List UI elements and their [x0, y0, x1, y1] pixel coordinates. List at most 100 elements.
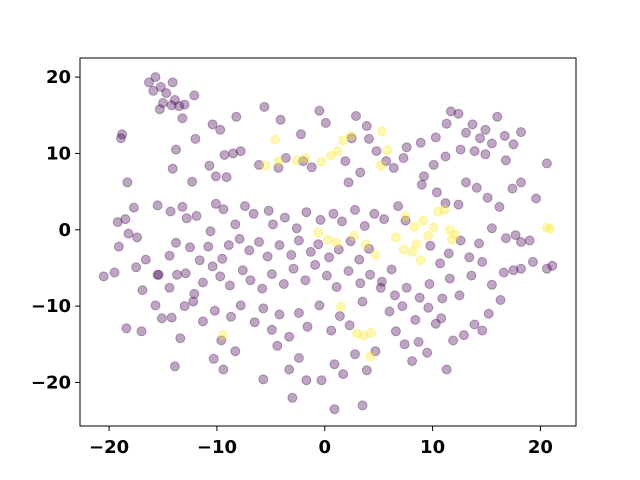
- data-point: [337, 216, 347, 227]
- data-point: [262, 251, 273, 262]
- data-point: [185, 242, 195, 253]
- data-point: [471, 182, 482, 193]
- data-point: [291, 155, 302, 166]
- data-point: [296, 129, 306, 140]
- data-point: [152, 269, 163, 280]
- points-layer: [98, 72, 558, 415]
- data-point: [361, 365, 372, 376]
- data-point: [348, 230, 359, 241]
- data-point: [508, 265, 519, 276]
- data-point: [480, 124, 491, 135]
- data-point: [411, 239, 422, 250]
- data-point: [433, 206, 443, 217]
- data-point: [486, 138, 497, 149]
- data-point: [167, 77, 178, 88]
- data-point: [331, 237, 342, 248]
- data-point: [346, 133, 357, 144]
- data-point: [338, 369, 349, 380]
- x-tick-label: 10: [420, 437, 445, 458]
- data-point: [365, 351, 376, 362]
- data-point: [355, 278, 366, 289]
- data-point: [155, 82, 166, 92]
- data-point: [467, 119, 478, 130]
- data-point: [454, 290, 465, 301]
- data-point: [270, 134, 281, 145]
- data-point: [169, 95, 180, 105]
- data-point: [338, 135, 349, 146]
- data-point: [315, 214, 326, 225]
- data-point: [258, 374, 269, 385]
- data-point: [166, 100, 177, 111]
- data-point: [352, 328, 363, 339]
- data-point: [210, 171, 221, 182]
- data-point: [407, 356, 418, 367]
- data-point: [274, 309, 285, 320]
- data-point: [381, 156, 392, 167]
- data-point: [343, 177, 354, 188]
- data-point: [240, 201, 250, 212]
- data-point: [179, 99, 190, 110]
- data-point: [469, 146, 480, 157]
- data-point: [441, 364, 452, 375]
- data-point: [210, 198, 221, 209]
- y-axis-ticks: −20 −10 0 10 20: [31, 67, 80, 393]
- data-point: [187, 176, 198, 187]
- data-point: [191, 211, 202, 221]
- data-point: [313, 227, 324, 238]
- data-point: [423, 302, 434, 313]
- data-point: [228, 148, 239, 159]
- data-point: [364, 243, 374, 254]
- data-point: [500, 233, 511, 244]
- data-point: [344, 320, 355, 331]
- data-point: [355, 167, 366, 178]
- data-point: [358, 330, 369, 341]
- data-point: [407, 246, 418, 257]
- data-point: [217, 253, 228, 264]
- data-point: [397, 301, 408, 312]
- data-point: [293, 353, 304, 363]
- data-point: [248, 208, 259, 219]
- data-point: [480, 149, 491, 160]
- data-point: [221, 172, 232, 183]
- data-point: [188, 296, 199, 307]
- data-point: [393, 201, 404, 212]
- data-point: [177, 201, 188, 212]
- y-tick-label: 10: [46, 143, 71, 164]
- data-point: [365, 269, 376, 280]
- data-point: [328, 208, 339, 219]
- data-point: [516, 127, 526, 138]
- y-tick-label: −10: [31, 296, 71, 317]
- data-point: [340, 156, 351, 167]
- data-point: [447, 234, 457, 245]
- data-point: [161, 88, 172, 99]
- data-point: [226, 311, 236, 322]
- data-point: [260, 160, 271, 171]
- data-point: [375, 282, 386, 293]
- data-point: [257, 283, 268, 294]
- data-point: [223, 240, 234, 251]
- data-point: [350, 349, 360, 360]
- data-point: [541, 158, 552, 169]
- data-point: [486, 223, 497, 234]
- data-point: [482, 192, 493, 203]
- data-point: [437, 293, 448, 304]
- data-point: [244, 245, 255, 256]
- data-point: [400, 211, 411, 221]
- data-point: [500, 155, 511, 166]
- data-point: [254, 159, 264, 170]
- data-point: [194, 255, 205, 266]
- data-point: [366, 327, 377, 338]
- data-point: [458, 330, 469, 341]
- data-point: [153, 269, 164, 280]
- data-point: [477, 325, 488, 336]
- data-point: [345, 130, 356, 141]
- data-point: [326, 150, 337, 161]
- data-point: [507, 183, 518, 194]
- data-point: [263, 205, 274, 216]
- data-point: [410, 314, 421, 325]
- x-tick-label: −20: [89, 437, 129, 458]
- data-point: [516, 263, 526, 274]
- data-point: [113, 241, 124, 252]
- data-point: [237, 265, 248, 276]
- data-point: [166, 312, 177, 323]
